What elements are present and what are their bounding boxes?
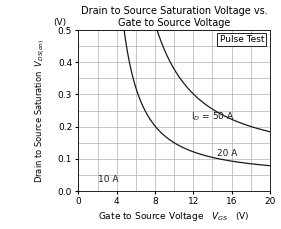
Text: I$_D$ = 50 A: I$_D$ = 50 A <box>191 110 235 123</box>
Text: Pulse Test: Pulse Test <box>219 35 264 44</box>
Text: Drain to Source Saturation  $V_{DS(on)}$: Drain to Source Saturation $V_{DS(on)}$ <box>33 38 47 183</box>
X-axis label: Gate to Source Voltage   $V_{GS}$   (V): Gate to Source Voltage $V_{GS}$ (V) <box>98 210 250 224</box>
Text: 20 A: 20 A <box>217 149 237 158</box>
Text: (V): (V) <box>53 18 66 27</box>
Text: 10 A: 10 A <box>98 175 118 184</box>
Title: Drain to Source Saturation Voltage vs.
Gate to Source Voltage: Drain to Source Saturation Voltage vs. G… <box>81 5 268 28</box>
